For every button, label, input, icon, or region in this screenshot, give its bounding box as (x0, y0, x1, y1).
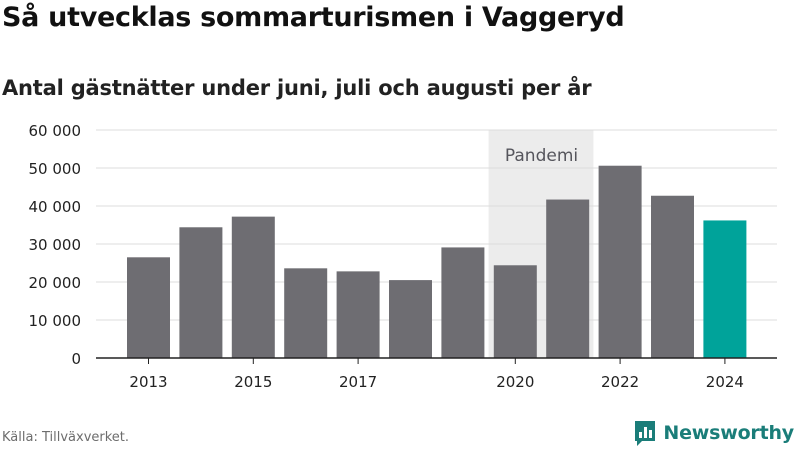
y-tick-label: 50 000 (29, 160, 82, 178)
bar-2015 (231, 216, 275, 358)
pandemic-label: Pandemi (505, 146, 578, 166)
y-tick-label: 60 000 (29, 122, 82, 140)
y-tick-label: 0 (71, 350, 81, 368)
x-tick-label: 2015 (234, 373, 272, 391)
bar-2024 (703, 220, 747, 358)
bar-2019 (441, 247, 485, 358)
x-tick-label: 2022 (601, 373, 639, 391)
brand-logo: Newsworthy (633, 419, 794, 447)
bar-2022 (598, 165, 642, 358)
y-tick-label: 20 000 (29, 274, 82, 292)
source-note: Källa: Tillväxverket. (2, 430, 130, 445)
y-tick-label: 10 000 (29, 312, 82, 330)
bar-2018 (389, 280, 432, 358)
x-tick-label: 2024 (706, 373, 744, 391)
chart-subtitle: Antal gästnätter under juni, juli och au… (2, 76, 592, 100)
newsworthy-logo-icon (635, 421, 656, 446)
y-tick-label: 30 000 (29, 236, 82, 254)
bar-2017 (336, 271, 380, 358)
bar-2014 (179, 227, 223, 358)
bar-2013 (127, 257, 170, 358)
x-tick-label: 2013 (129, 373, 167, 391)
y-tick-label: 40 000 (29, 198, 82, 216)
bar-2016 (284, 268, 328, 358)
bar-2023 (651, 195, 694, 358)
x-tick-label: 2017 (339, 373, 377, 391)
bar-2020 (493, 265, 537, 358)
bar-2021 (546, 199, 590, 358)
brand-name: Newsworthy (663, 422, 794, 444)
chart-title: Så utvecklas sommarturismen i Vaggeryd (2, 2, 625, 33)
x-tick-label: 2020 (496, 373, 534, 391)
